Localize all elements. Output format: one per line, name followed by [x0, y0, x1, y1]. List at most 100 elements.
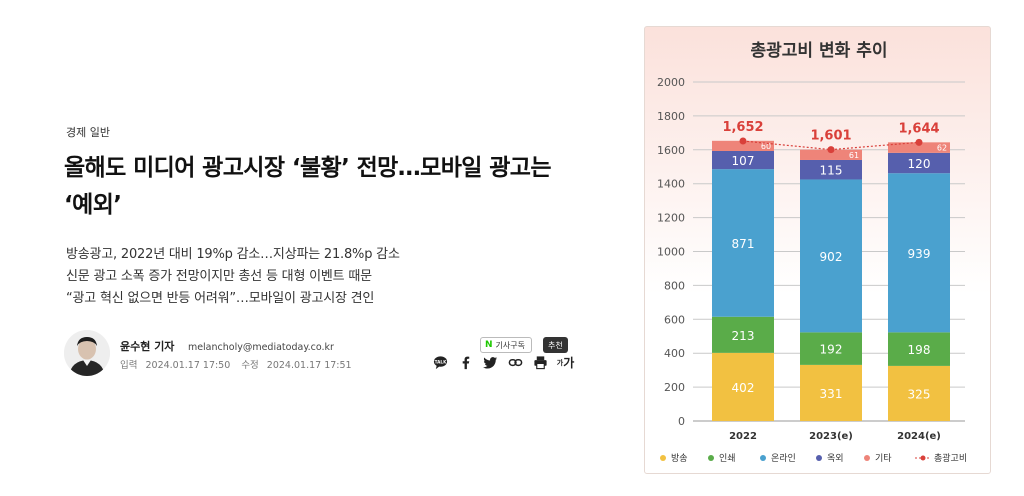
total-point	[827, 146, 835, 154]
subheadline-3: “광고 혁신 없으면 반등 어려워”…모바일이 광고시장 견인	[66, 291, 375, 306]
chart-x-axis: 2022 2023(e) 2024(e)	[729, 431, 941, 442]
legend-swatch	[864, 455, 870, 461]
data-label: 107	[732, 154, 755, 168]
y-tick-label: 1200	[657, 212, 685, 225]
y-tick-label: 1000	[657, 246, 685, 259]
data-label: 902	[820, 250, 843, 264]
total-line	[742, 140, 832, 151]
author-photo-icon	[64, 330, 110, 376]
total-label: 1,601	[810, 129, 851, 144]
legend-swatch	[760, 455, 766, 461]
data-label: 115	[820, 164, 843, 178]
data-label: 120	[908, 157, 931, 171]
print-icon[interactable]	[532, 354, 549, 371]
data-label: 939	[908, 247, 931, 261]
svg-text:TALK: TALK	[435, 359, 447, 364]
data-label: 192	[820, 343, 843, 357]
headline-line-2: ‘예외’	[64, 192, 122, 218]
naver-icon: N	[485, 340, 493, 350]
article-subheadlines: 방송광고, 2022년 대비 19%p 감소…지상파는 21.8%p 감소 신문…	[66, 244, 400, 310]
author-name[interactable]: 윤수현 기자	[120, 340, 175, 353]
subscribe-label: 기사구독	[495, 340, 525, 350]
bar-segment	[800, 179, 862, 333]
legend-swatch	[920, 455, 926, 461]
twitter-icon[interactable]	[482, 354, 499, 371]
font-size-label: 가	[563, 356, 575, 370]
bar-segment	[888, 152, 950, 174]
article-dates: 입력 2024.01.17 17:50 수정 2024.01.17 17:51	[120, 357, 360, 371]
input-date: 2024.01.17 17:50	[145, 360, 231, 371]
x-tick-label: 2022	[729, 431, 757, 442]
bar-segment	[888, 365, 950, 421]
y-tick-label: 600	[664, 313, 685, 326]
bar-segment	[712, 150, 774, 170]
headline-line-1: 올해도 미디어 광고시장 ‘불황’ 전망…모바일 광고는	[64, 155, 552, 181]
data-label: 213	[732, 329, 755, 343]
total-point	[915, 138, 923, 146]
bar-segment	[888, 173, 950, 333]
article-category[interactable]: 경제 일반	[66, 126, 110, 139]
x-tick-label: 2024(e)	[897, 431, 941, 442]
chart-totals: 1,652 1,601 1,644	[722, 120, 940, 154]
data-label: 331	[820, 387, 843, 401]
legend-label: 인쇄	[719, 453, 736, 464]
chart-legend: 방송 인쇄 온라인 옥외 기타 총광고비	[660, 452, 967, 464]
total-label: 1,652	[722, 120, 763, 135]
recommend-button[interactable]: 추천	[543, 337, 568, 353]
legend-label: 방송	[671, 453, 688, 464]
bar-segment	[712, 316, 774, 353]
data-label: 871	[732, 237, 755, 251]
legend-swatch	[816, 455, 822, 461]
y-tick-label: 200	[664, 381, 685, 394]
edit-label: 수정	[241, 360, 259, 371]
bar-segment	[800, 149, 862, 160]
bar-segment	[888, 332, 950, 366]
data-label: 325	[908, 387, 931, 401]
legend-label: 온라인	[771, 453, 796, 464]
x-tick-label: 2023(e)	[809, 431, 853, 442]
y-tick-label: 0	[678, 415, 685, 428]
legend-swatch	[660, 455, 666, 461]
total-line	[830, 141, 920, 151]
subheadline-1: 방송광고, 2022년 대비 19%p 감소…지상파는 21.8%p 감소	[66, 247, 400, 262]
y-tick-label: 1600	[657, 144, 685, 157]
author-avatar[interactable]	[64, 330, 110, 376]
legend-label: 옥외	[827, 452, 844, 464]
input-label: 입력	[120, 360, 138, 371]
total-point	[739, 137, 747, 145]
chart-title: 총광고비 변화 추이	[751, 41, 888, 61]
bar-segment	[800, 364, 862, 421]
article-headline: 올해도 미디어 광고시장 ‘불황’ 전망…모바일 광고는 ‘예외’	[64, 150, 584, 224]
ad-spend-chart-card: 총광고비 변화 추이 0 200 400 600 800 1000 1200 1400 1600…	[644, 26, 991, 474]
legend-swatch	[708, 455, 714, 461]
link-icon[interactable]	[507, 354, 524, 371]
bar-segment	[712, 352, 774, 421]
bar-segment	[712, 140, 774, 151]
edit-date: 2024.01.17 17:51	[266, 360, 352, 371]
legend-label: 총광고비	[934, 452, 967, 464]
facebook-icon[interactable]	[457, 354, 474, 371]
subscribe-button[interactable]: N 기사구독	[480, 337, 532, 353]
byline: 윤수현 기자 melancholy@mediatoday.co.kr	[120, 338, 334, 354]
y-tick-label: 2000	[657, 76, 685, 89]
bar-segment	[800, 159, 862, 180]
y-tick-label: 1400	[657, 178, 685, 191]
chart-bars: 402 213 871 107 60 331 192 902 115 61 325 198 939 120…	[712, 140, 950, 421]
bar-segment	[888, 142, 950, 153]
data-label: 60	[761, 142, 771, 151]
ad-spend-chart: 총광고비 변화 추이 0 200 400 600 800 1000 1200 1400 1600…	[657, 41, 967, 464]
y-tick-label: 1800	[657, 110, 685, 123]
legend-label: 기타	[875, 453, 892, 464]
chart-y-axis: 0 200 400 600 800 1000 1200 1400 1600 1800 2000	[657, 76, 685, 428]
total-label: 1,644	[898, 121, 939, 136]
bar-segment	[712, 169, 774, 317]
subheadline-2: 신문 광고 소폭 증가 전망이지만 총선 등 대형 이벤트 때문	[66, 269, 372, 284]
y-tick-label: 800	[664, 279, 685, 292]
data-label: 62	[937, 144, 947, 153]
data-label: 402	[732, 381, 755, 395]
bar-segment	[800, 332, 862, 365]
talk-icon[interactable]: TALK	[432, 354, 449, 371]
author-email[interactable]: melancholy@mediatoday.co.kr	[187, 342, 334, 353]
